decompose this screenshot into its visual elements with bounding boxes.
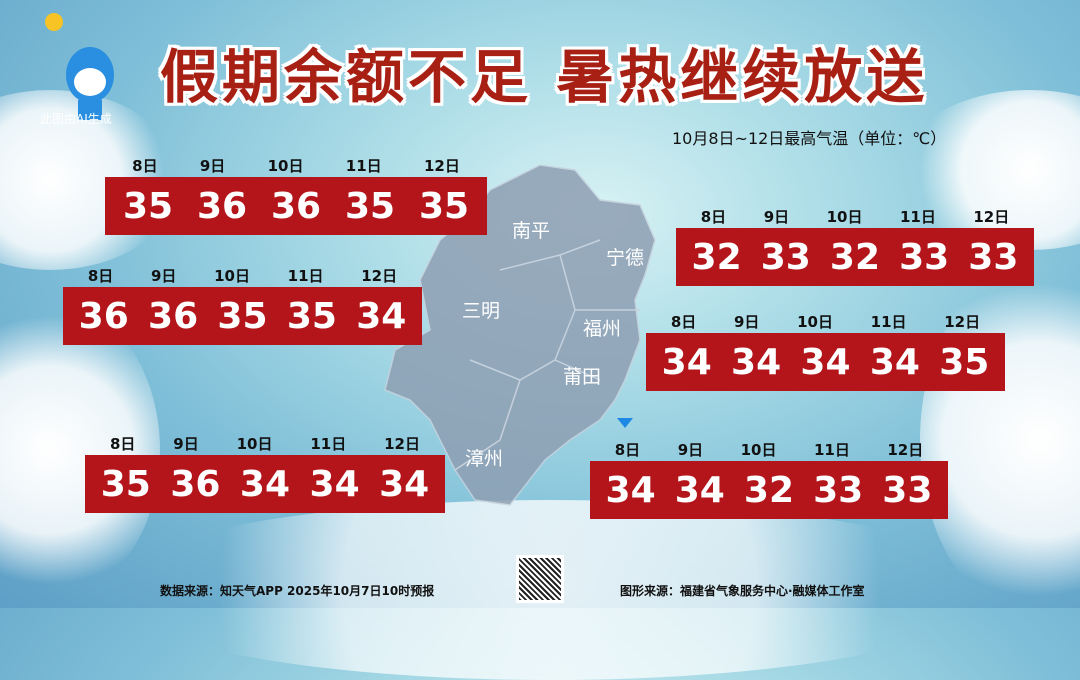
day-label: 12日	[384, 435, 420, 453]
temp-value: 34	[800, 341, 851, 383]
temp-value: 34	[731, 341, 782, 383]
day-label: 11日	[814, 441, 850, 459]
temp-value: 33	[968, 236, 1019, 278]
temp-value: 33	[882, 469, 933, 511]
day-label: 9日	[199, 157, 226, 175]
temp-value: 36	[170, 463, 221, 505]
temp-value: 34	[239, 463, 291, 505]
temp-value: 33	[899, 236, 950, 278]
day-label: 8日	[670, 313, 697, 331]
temp-values: 36 36 35 35 34	[63, 287, 422, 345]
temp-value: 34	[379, 463, 430, 505]
day-labels: 8日 9日 10日 11日 12日	[85, 433, 445, 453]
city-label-ningde: 宁德	[606, 247, 645, 269]
day-label: 10日	[826, 208, 863, 226]
temp-value: 35	[286, 295, 337, 337]
temp-panel-fuzhou: 8日 9日 10日 11日 12日 34 34 34 34 35	[646, 311, 1005, 391]
temp-values: 34 34 34 34 35	[646, 333, 1005, 391]
day-label: 11日	[900, 208, 936, 226]
city-label-sanming: 三明	[462, 300, 501, 322]
day-label: 12日	[887, 441, 924, 459]
temp-value: 34	[661, 341, 712, 383]
temp-value: 35	[418, 185, 470, 227]
temp-value: 33	[760, 236, 811, 278]
city-label-putian: 莆田	[563, 366, 602, 388]
day-label: 10日	[740, 441, 777, 459]
day-label: 8日	[132, 157, 158, 175]
temp-value: 34	[674, 469, 725, 511]
day-label: 10日	[236, 435, 273, 453]
temp-value: 34	[869, 341, 920, 383]
temp-value: 35	[217, 295, 268, 337]
city-label-nanping: 南平	[512, 220, 551, 242]
ai-caption: 此图由AI生成	[40, 112, 112, 126]
day-label: 10日	[797, 313, 833, 331]
day-label: 11日	[287, 267, 324, 285]
day-label: 8日	[87, 267, 114, 285]
temp-value: 35	[100, 463, 151, 505]
temp-value: 34	[356, 295, 407, 337]
data-source: 数据来源：知天气APP 2025年10月7日10时预报	[160, 584, 435, 598]
marker-icon	[617, 418, 633, 428]
graphic-credit: 图形来源：福建省气象服务中心·融媒体工作室	[620, 584, 865, 598]
day-labels: 8日 9日 10日 11日 12日	[63, 265, 422, 285]
temp-value: 35	[344, 185, 396, 227]
temp-values: 32 33 32 33 33	[676, 228, 1034, 286]
day-label: 12日	[944, 313, 981, 331]
temp-value: 36	[196, 185, 248, 227]
day-label: 12日	[423, 157, 460, 175]
day-label: 11日	[310, 435, 347, 453]
temp-values: 35 36 36 35 35	[105, 177, 487, 235]
day-labels: 8日 9日 10日 11日 12日	[590, 439, 948, 459]
day-label: 9日	[763, 208, 790, 226]
temp-panel-ningde: 8日 9日 10日 11日 12日 32 33 32 33 33	[676, 206, 1034, 286]
day-labels: 8日 9日 10日 11日 12日	[105, 155, 487, 175]
temp-value: 36	[78, 295, 129, 337]
qr-code[interactable]	[516, 555, 564, 603]
temp-value: 35	[939, 341, 990, 383]
temp-panel-sanming: 8日 9日 10日 11日 12日 36 36 35 35 34	[63, 265, 422, 345]
subtitle: 10月8日~12日最高气温（单位：℃）	[672, 129, 947, 148]
temp-value: 35	[122, 185, 174, 227]
temp-panel-zhangzhou: 8日 9日 10日 11日 12日 35 36 34 34 34	[85, 433, 445, 513]
day-labels: 8日 9日 10日 11日 12日	[646, 311, 1005, 331]
temp-value: 32	[691, 236, 742, 278]
temp-value: 36	[148, 295, 199, 337]
day-label: 12日	[973, 208, 1010, 226]
day-label: 10日	[267, 157, 304, 175]
day-label: 8日	[700, 208, 727, 226]
day-labels: 8日 9日 10日 11日 12日	[676, 206, 1034, 226]
fujian-map	[384, 164, 656, 506]
city-label-fuzhou: 福州	[583, 318, 622, 340]
mascot-logo	[45, 13, 114, 120]
page-title: 假期余额不足 暑热继续放送	[160, 43, 929, 111]
day-label: 9日	[733, 313, 760, 331]
day-label: 9日	[677, 441, 704, 459]
temp-values: 35 36 34 34 34	[85, 455, 445, 513]
day-label: 10日	[214, 267, 250, 285]
temp-value: 32	[829, 236, 881, 278]
temp-value: 34	[605, 469, 656, 511]
day-label: 12日	[361, 267, 398, 285]
temp-value: 36	[270, 185, 322, 227]
day-label: 9日	[173, 435, 199, 453]
temp-value: 34	[309, 463, 360, 505]
temp-panel-nanping: 8日 9日 10日 11日 12日 35 36 36 35 35	[105, 155, 487, 235]
day-label: 9日	[150, 267, 177, 285]
day-label: 11日	[870, 313, 907, 331]
day-label: 8日	[614, 441, 641, 459]
temp-values: 34 34 32 33 33	[590, 461, 948, 519]
temp-panel-putian: 8日 9日 10日 11日 12日 34 34 32 33 33	[590, 439, 948, 519]
temp-value: 32	[743, 469, 795, 511]
city-label-zhangzhou: 漳州	[465, 448, 504, 470]
day-label: 11日	[345, 157, 382, 175]
temp-value: 33	[813, 469, 864, 511]
day-label: 8日	[109, 435, 136, 453]
